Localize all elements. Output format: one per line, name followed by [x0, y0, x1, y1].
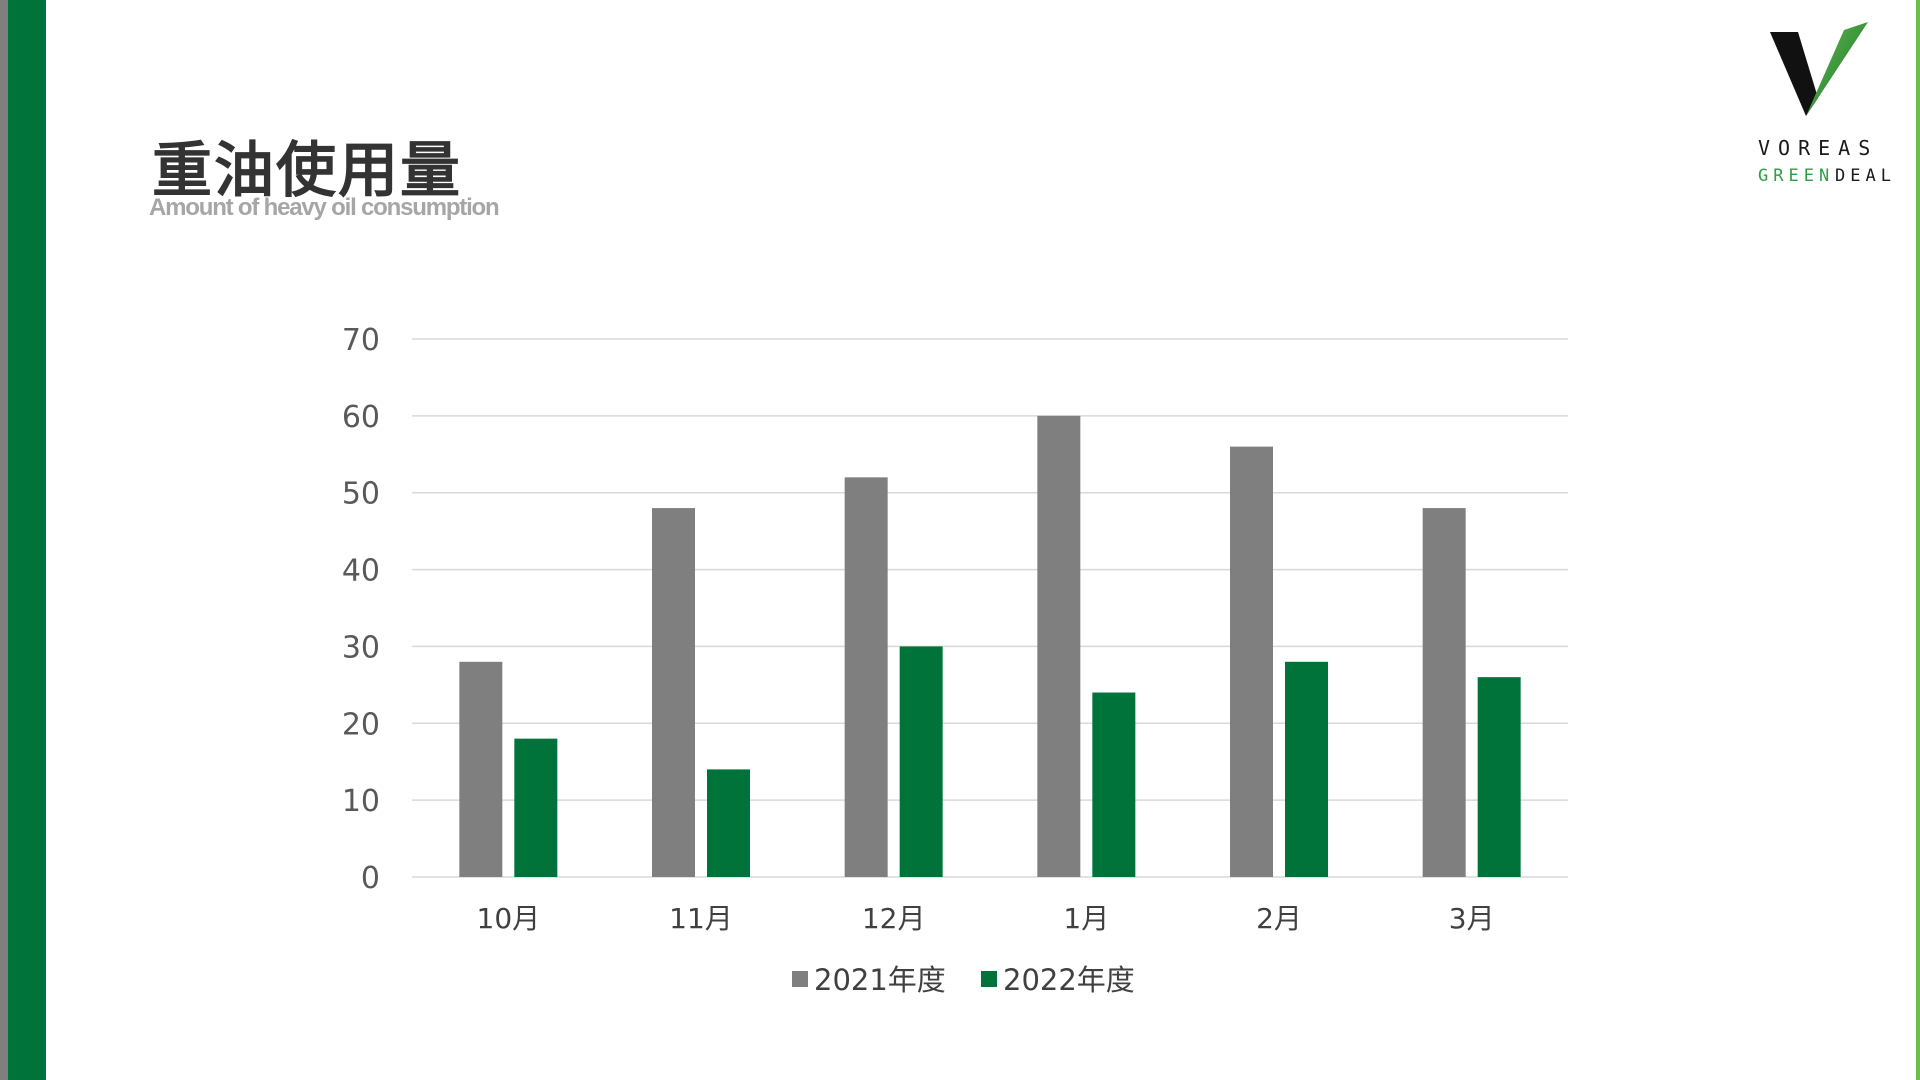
y-tick-label-20: 20 — [342, 707, 380, 742]
left-accent-bar-green — [8, 0, 46, 1080]
legend-label-2022: 2022年度 — [1003, 963, 1135, 997]
right-accent-bar — [1916, 0, 1920, 1080]
logo-text-voreas: VOREAS — [1758, 136, 1879, 160]
chart-y-axis-ticks: 0 10 20 30 40 50 60 70 — [342, 323, 380, 896]
chart-gridlines — [412, 338, 1568, 878]
y-tick-label-0: 0 — [361, 861, 380, 896]
left-accent-bar-grey — [0, 0, 8, 1080]
bar-2022-2 — [707, 769, 750, 877]
bar-2021-4 — [1037, 415, 1081, 877]
bar-2022-6 — [1477, 677, 1521, 877]
y-tick-label-10: 10 — [342, 784, 380, 819]
y-tick-label-70: 70 — [342, 323, 380, 358]
logo-text-deal: DEAL — [1835, 166, 1896, 186]
legend-label-2021: 2021年度 — [814, 963, 946, 997]
brand-logo: VOREAS GREEN DEAL — [1740, 16, 1891, 196]
bar-2021-1 — [459, 661, 503, 877]
x-category-label-1: 10月 — [477, 902, 541, 935]
bar-2022-4 — [1092, 692, 1136, 877]
y-tick-label-50: 50 — [342, 477, 380, 512]
y-tick-label-60: 60 — [342, 400, 380, 435]
bar-2021-2 — [652, 508, 695, 877]
x-category-label-5: 2月 — [1256, 902, 1302, 935]
chart-x-axis-categories: 10月 11月 12月 1月 2月 3月 — [477, 902, 1495, 935]
bar-2022-1 — [514, 738, 558, 877]
y-tick-label-30: 30 — [342, 630, 380, 665]
voreas-v-logo-icon — [1770, 22, 1868, 116]
x-category-label-3: 12月 — [862, 902, 926, 935]
x-category-label-4: 1月 — [1063, 902, 1109, 935]
bar-2022-5 — [1285, 661, 1328, 877]
page-title: 重油使用量 — [152, 136, 462, 206]
bar-2021-3 — [844, 477, 888, 877]
bar-2022-3 — [899, 646, 943, 877]
bar-2021-6 — [1422, 508, 1466, 877]
chart-bars — [459, 415, 1521, 877]
legend-swatch-2022 — [981, 971, 997, 987]
bar-2021-5 — [1230, 446, 1273, 877]
x-category-label-2: 11月 — [669, 902, 733, 935]
x-category-label-6: 3月 — [1449, 902, 1495, 935]
chart-legend: 2021年度 2022年度 — [792, 963, 1135, 997]
logo-text-green: GREEN — [1758, 166, 1835, 186]
page-subtitle: Amount of heavy oil consumption — [149, 194, 500, 221]
legend-swatch-2021 — [792, 971, 808, 987]
y-tick-label-40: 40 — [342, 554, 380, 589]
